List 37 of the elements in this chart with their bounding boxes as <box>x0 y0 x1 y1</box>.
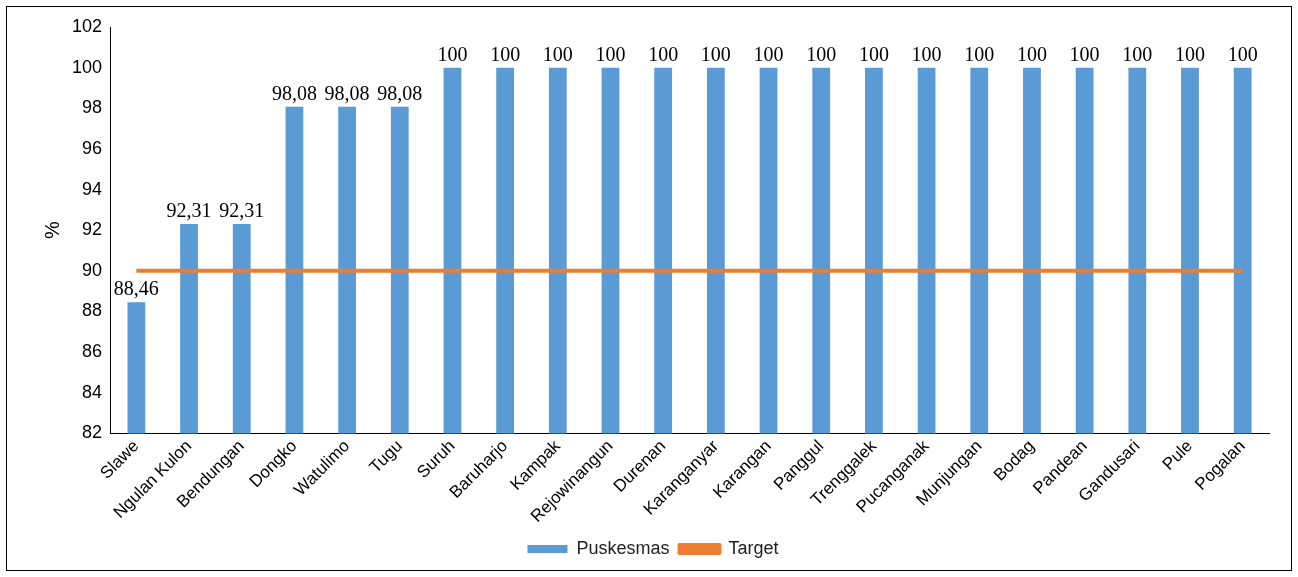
y-tick-label: 88 <box>82 300 103 321</box>
data-label: 100 <box>858 42 889 65</box>
data-label: 100 <box>595 42 626 65</box>
legend-label: Target <box>728 537 779 558</box>
y-tick-label: 94 <box>82 178 103 199</box>
data-label: 100 <box>542 42 573 65</box>
y-tick-label: 96 <box>82 137 103 158</box>
y-tick-label: 98 <box>82 97 103 118</box>
data-label: 100 <box>700 42 731 65</box>
data-label: 100 <box>1016 42 1047 65</box>
data-label: 92,31 <box>166 199 212 222</box>
data-label: 88,46 <box>113 277 159 300</box>
y-tick-label: 84 <box>82 381 103 402</box>
data-label: 100 <box>437 42 468 65</box>
y-tick-label: 82 <box>82 422 103 443</box>
data-label: 100 <box>964 42 995 65</box>
y-tick-label: 100 <box>71 56 103 77</box>
data-label: 92,31 <box>219 199 265 222</box>
y-tick-label: 90 <box>82 259 103 280</box>
y-tick-label: 86 <box>82 341 103 362</box>
data-label: 100 <box>1122 42 1153 65</box>
data-label: 100 <box>1174 42 1205 65</box>
y-axis-title: % <box>40 221 63 240</box>
data-label: 98,08 <box>377 81 423 104</box>
data-label: 100 <box>490 42 521 65</box>
y-tick-label: 102 <box>71 15 103 36</box>
data-label: 98,08 <box>271 81 317 104</box>
legend-label: Puskesmas <box>576 537 670 558</box>
y-tick-label: 92 <box>82 219 103 240</box>
data-label: 100 <box>1069 42 1100 65</box>
x-tick-label: Pule <box>1158 436 1197 474</box>
data-label: 100 <box>1227 42 1258 65</box>
data-label: 100 <box>806 42 837 65</box>
data-label: 100 <box>648 42 679 65</box>
data-label: 100 <box>753 42 784 65</box>
data-label: 100 <box>911 42 942 65</box>
data-label: 98,08 <box>324 81 370 104</box>
